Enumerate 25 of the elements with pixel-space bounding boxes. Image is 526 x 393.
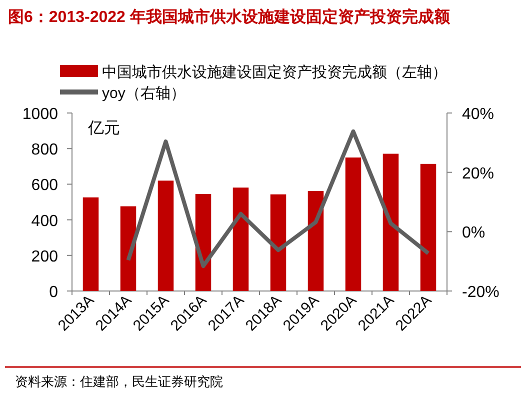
y-tick-label: 200 [31, 248, 58, 266]
bar [420, 164, 436, 291]
bar [232, 188, 249, 291]
y-tick-label: 600 [31, 177, 58, 194]
y-tick-label: 400 [31, 212, 58, 230]
y-tick-label: 0 [49, 284, 58, 301]
bar [158, 180, 174, 291]
y2-tick-label: 0% [462, 224, 486, 242]
bar [82, 197, 99, 291]
legend-label: 中国城市供水设施建设固定资产投资完成额（左轴） [102, 64, 447, 81]
bar [270, 194, 286, 291]
bar [120, 206, 136, 291]
legend-label: yoy（右轴） [102, 85, 186, 102]
bar [345, 158, 362, 291]
y-tick-label: 1000 [22, 106, 58, 123]
bar [382, 154, 399, 291]
y2-tick-label: 20% [462, 165, 494, 182]
text: 资料来源：住建部，民生证券研究院 [15, 374, 223, 389]
y-axis-title: 亿元 [87, 120, 120, 137]
line-series [126, 129, 430, 268]
y2-tick-label: -20% [462, 284, 500, 301]
y-tick-label: 800 [31, 142, 58, 159]
bar [308, 190, 324, 291]
y2-tick-label: 40% [462, 106, 494, 123]
chart-title: 图6：2013-2022 年我国城市供水设施建设固定资产投资完成额 [8, 7, 451, 26]
